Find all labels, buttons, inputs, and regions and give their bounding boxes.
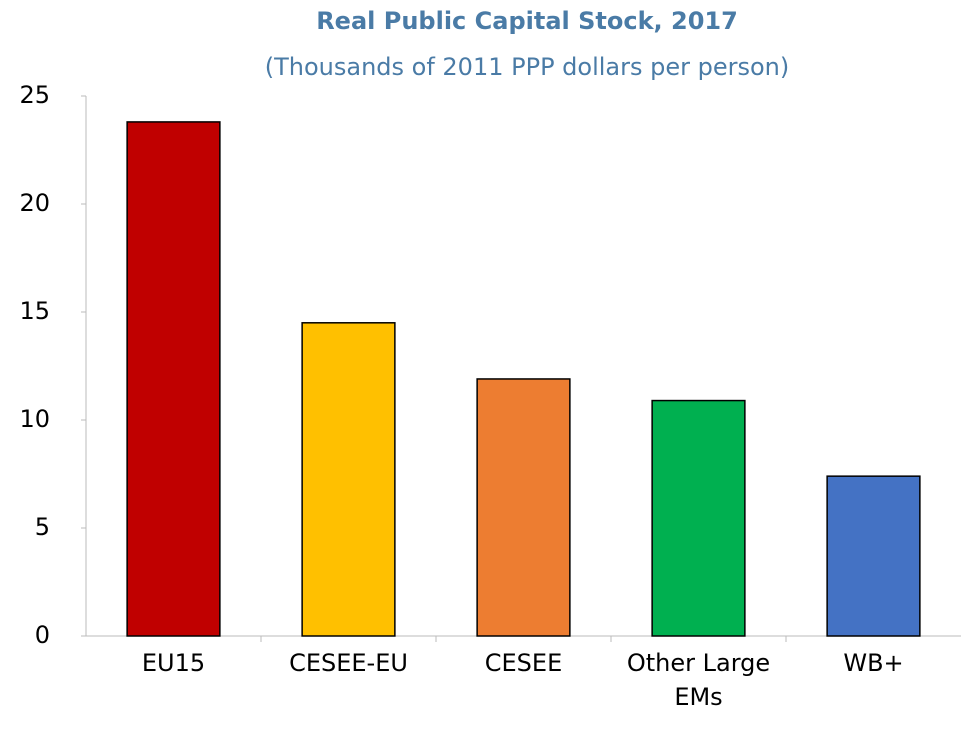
chart-title: Real Public Capital Stock, 2017 — [316, 7, 738, 35]
y-tick-label: 15 — [19, 297, 50, 325]
y-tick-label: 10 — [19, 405, 50, 433]
x-tick-label-box: CESEE-EU — [289, 649, 408, 677]
y-tick-label: 20 — [19, 189, 50, 217]
chart-subtitle: (Thousands of 2011 PPP dollars per perso… — [265, 53, 790, 81]
x-tick-label-box: CESEE — [484, 649, 563, 677]
y-tick-label: 0 — [35, 621, 50, 649]
bar — [126, 121, 221, 637]
y-tick-label: 5 — [35, 513, 50, 541]
x-tick-label: CESEE — [484, 649, 563, 677]
bar — [826, 475, 921, 637]
x-tick-label-box: WB+ — [843, 649, 904, 677]
x-tick-label-box: Other Large EMs — [626, 649, 771, 711]
x-tick-label: EU15 — [141, 649, 206, 677]
x-tick-label: Other Large EMs — [626, 649, 771, 711]
bar — [651, 399, 746, 637]
bar — [301, 322, 396, 637]
x-tick-label-box: EU15 — [141, 649, 206, 677]
x-tick-label: CESEE-EU — [289, 649, 408, 677]
bar — [476, 378, 571, 637]
x-tick-label: WB+ — [843, 649, 904, 677]
y-tick-label: 25 — [19, 81, 50, 109]
